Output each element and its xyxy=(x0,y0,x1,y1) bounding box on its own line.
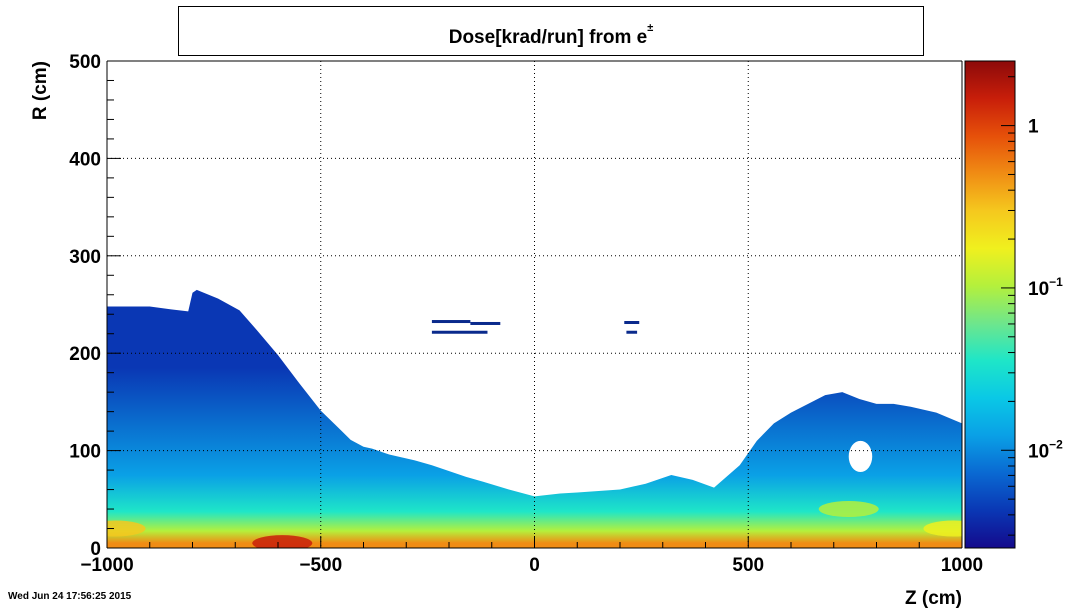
x-axis-label: Z (cm) xyxy=(905,588,962,609)
void-region xyxy=(848,440,873,473)
y-tick-label: 100 xyxy=(69,442,101,463)
title-superscript: ± xyxy=(647,21,654,34)
colorbar xyxy=(964,60,1016,549)
hot-spot-1 xyxy=(107,520,146,537)
floating-segment-2 xyxy=(431,330,488,334)
hot-spot-3 xyxy=(818,501,879,518)
y-tick-label: 300 xyxy=(69,247,101,268)
floating-segment-3 xyxy=(624,321,640,325)
floating-segment-4 xyxy=(626,330,638,334)
colorbar-tick-label: 1 xyxy=(1028,117,1039,138)
chart-title: Dose[krad/run] from e± xyxy=(448,21,654,48)
floating-segment-1 xyxy=(470,321,501,325)
chart-title-box: Dose[krad/run] from e± xyxy=(178,6,924,56)
hot-spot-0 xyxy=(252,535,313,548)
y-axis-label: R (cm) xyxy=(30,61,51,120)
dose-region xyxy=(107,289,962,548)
y-tick-label: 0 xyxy=(90,539,101,560)
colorbar-tick-label: 10−2 xyxy=(1028,437,1063,462)
y-tick-label: 200 xyxy=(69,344,101,365)
hot-spot-2 xyxy=(923,520,962,537)
y-tick-label: 400 xyxy=(69,149,101,170)
colorbar-tick-label: 10−1 xyxy=(1028,275,1063,300)
x-tick-label: −500 xyxy=(299,555,342,576)
y-tick-label: 500 xyxy=(69,52,101,73)
date-stamp: Wed Jun 24 17:56:25 2015 xyxy=(8,591,132,602)
x-tick-label: 1000 xyxy=(941,555,983,576)
x-tick-label: −1000 xyxy=(80,555,133,576)
x-tick-label: 500 xyxy=(732,555,764,576)
x-tick-label: 0 xyxy=(529,555,540,576)
floating-segment-0 xyxy=(431,320,471,324)
